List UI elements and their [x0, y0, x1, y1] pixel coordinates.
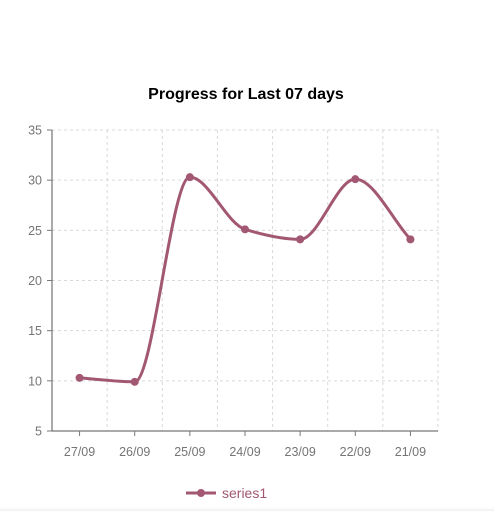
data-point[interactable]	[406, 235, 414, 243]
x-tick-label: 25/09	[174, 445, 205, 459]
x-tick-label: 24/09	[229, 445, 260, 459]
y-tick-label: 25	[28, 224, 42, 238]
x-tick-label: 22/09	[340, 445, 371, 459]
series-line-series1	[80, 177, 411, 382]
y-tick-label: 30	[28, 174, 42, 188]
grid	[52, 130, 438, 431]
legend[interactable]: series1	[186, 485, 267, 501]
y-tick-label: 10	[28, 374, 42, 388]
x-tick-label: 21/09	[395, 445, 426, 459]
series-layer	[76, 173, 415, 386]
x-tick-label: 23/09	[285, 445, 316, 459]
data-point[interactable]	[296, 235, 304, 243]
y-tick-label: 35	[28, 124, 42, 138]
y-tick-label: 5	[35, 425, 42, 439]
data-point[interactable]	[241, 225, 249, 233]
data-point[interactable]	[351, 175, 359, 183]
y-axis-ticks: 5 10 15 20 25 30 35	[28, 124, 52, 439]
legend-swatch-point	[197, 489, 205, 497]
data-point[interactable]	[186, 173, 194, 181]
data-point[interactable]	[76, 374, 84, 382]
x-tick-label: 26/09	[119, 445, 150, 459]
chart-title: Progress for Last 07 days	[148, 86, 344, 103]
x-tick-label: 27/09	[64, 445, 95, 459]
x-axis-ticks: 27/09 26/09 25/09 24/09 23/09 22/09 21/09	[64, 431, 426, 459]
data-point[interactable]	[131, 378, 139, 386]
legend-label[interactable]: series1	[222, 485, 267, 501]
y-tick-label: 20	[28, 274, 42, 288]
page-bottom-edge	[0, 507, 494, 511]
y-tick-label: 15	[28, 324, 42, 338]
